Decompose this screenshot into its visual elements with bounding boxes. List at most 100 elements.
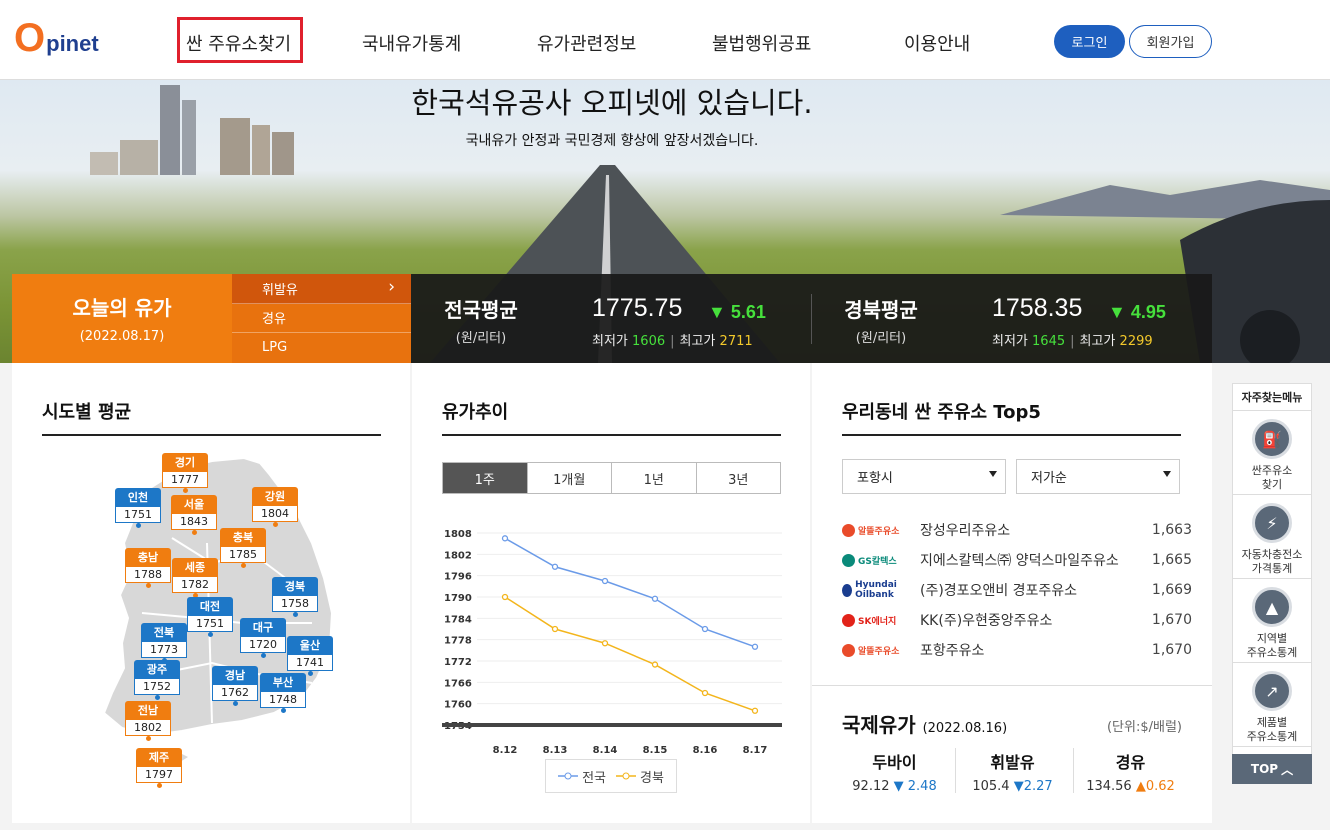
caret-down-icon (1163, 471, 1171, 477)
region-pin[interactable]: 광주 1752 (134, 660, 180, 700)
intl-value: 92.12 (852, 779, 890, 794)
tab-1-month[interactable]: 1개월 (528, 463, 612, 493)
fuel-tab-gasoline[interactable]: 휘발유 › (232, 274, 411, 304)
separator: | (1070, 334, 1075, 349)
chevron-right-icon: › (388, 277, 395, 297)
region-pin[interactable]: 제주 1797 (136, 748, 182, 788)
region-pin[interactable]: 강원 1804 (252, 487, 298, 527)
region-pin[interactable]: 인천 1751 (115, 488, 161, 528)
region-pin[interactable]: 경기 1777 (162, 453, 208, 493)
data-point[interactable] (751, 707, 759, 714)
region-pin[interactable]: 경북 1758 (272, 577, 318, 617)
charger-icon: ⚡ (1252, 503, 1292, 543)
divider (1073, 748, 1074, 793)
sort-select[interactable]: 저가순 (1016, 459, 1180, 494)
data-point[interactable] (651, 661, 659, 668)
scroll-top-button[interactable]: TOP ︿ (1232, 754, 1312, 784)
top5-row[interactable]: 알뜰주유소 장성우리주유소 1,663 (842, 515, 1192, 545)
separator: | (670, 334, 675, 349)
region-pin[interactable]: 충남 1788 (125, 548, 171, 588)
top5-row[interactable]: Hyundai Oilbank (주)경포오앤비 경포주유소 1,669 (842, 575, 1192, 605)
national-avg-label: 전국평균 (원/리터) (421, 294, 541, 346)
x-tick-label: 8.17 (743, 745, 768, 756)
region-value: 1802 (125, 719, 171, 736)
nav-highlight-box (177, 17, 303, 63)
quick-menu-item[interactable]: ▲ 지역별 주유소통계 (1233, 579, 1311, 663)
tab-3-years[interactable]: 3년 (728, 472, 749, 488)
data-point[interactable] (651, 595, 659, 602)
sort-select-value: 저가순 (1031, 471, 1067, 486)
region-pin[interactable]: 세종 1782 (172, 558, 218, 598)
y-tick-label: 1808 (444, 529, 472, 540)
data-point[interactable] (751, 643, 759, 650)
x-tick-label: 8.12 (493, 745, 518, 756)
region-value: 1777 (162, 471, 208, 488)
brand-name: 알뜰주유소 (858, 526, 900, 537)
region-name: 울산 (287, 636, 333, 654)
top5-row[interactable]: GS칼텍스 지에스칼텍스㈜ 양덕스마일주유소 1,665 (842, 545, 1192, 575)
region-value: 1843 (171, 513, 217, 530)
data-point[interactable] (501, 535, 509, 542)
today-title: 오늘의 유가 (72, 296, 172, 320)
top5-row[interactable]: 알뜰주유소 포항주유소 1,670 (842, 635, 1192, 665)
x-tick-label: 8.15 (643, 745, 668, 756)
region-pin[interactable]: 전북 1773 (141, 623, 187, 663)
y-tick-label: 1802 (444, 550, 472, 561)
data-point[interactable] (701, 625, 709, 633)
top5-row[interactable]: SK에너지 KK(주)우현중앙주유소 1,670 (842, 605, 1192, 635)
region-pin[interactable]: 서울 1843 (171, 495, 217, 535)
brand-mark-icon (842, 553, 855, 567)
fuel-tab-lpg[interactable]: LPG (232, 333, 411, 363)
quick-menu-item[interactable]: ⚡ 자동차충전소 가격통계 (1233, 495, 1311, 579)
join-button[interactable]: 회원가입 (1129, 25, 1212, 58)
period-tabs: 1주 1개월 1년 3년 (442, 462, 781, 494)
nav-guide[interactable]: 이용안내 (904, 34, 971, 55)
data-point[interactable] (501, 593, 509, 601)
region-pin[interactable]: 대구 1720 (240, 618, 286, 658)
quick-label-2: 주유소통계 (1246, 730, 1298, 743)
tab-1-year[interactable]: 1년 (612, 463, 697, 493)
login-button[interactable]: 로그인 (1054, 25, 1125, 58)
station-name: 포항주유소 (920, 643, 985, 659)
region-value: 1741 (287, 654, 333, 671)
logo-text: pinet (46, 31, 99, 56)
national-avg-title: 전국평균 (444, 298, 518, 322)
data-point[interactable] (601, 640, 609, 647)
quick-menu-item[interactable]: ↗ 제품별 주유소통계 (1233, 663, 1311, 747)
region-avg-title: 시도별 평균 (42, 402, 132, 423)
data-point[interactable] (601, 577, 609, 585)
data-point[interactable] (551, 625, 559, 633)
intl-delta: ▲0.62 (1135, 779, 1175, 794)
region-pin[interactable]: 충북 1785 (220, 528, 266, 568)
quick-menu-item[interactable]: ⛽ 싼주유소 찾기 (1233, 411, 1311, 495)
series-line (504, 596, 756, 712)
national-avg-unit: (원/리터) (455, 331, 507, 346)
title-underline (842, 434, 1181, 436)
region-value: 1788 (125, 566, 171, 583)
region-value: 1748 (260, 691, 306, 708)
region-pin[interactable]: 전남 1802 (125, 701, 171, 741)
y-tick-label: 1766 (444, 678, 472, 689)
fuel-tab-diesel[interactable]: 경유 (232, 304, 411, 334)
region-pin[interactable]: 대전 1751 (187, 597, 233, 637)
data-point[interactable] (701, 689, 709, 697)
nav-oil-info[interactable]: 유가관련정보 (537, 34, 637, 55)
nav-illegal-disclosure[interactable]: 불법행위공표 (712, 34, 812, 55)
price-trend-panel: 유가추이 1주 1개월 1년 3년 1808 1802 1796 1790 1784 17… (412, 363, 810, 823)
region-pin[interactable]: 부산 1748 (260, 673, 306, 713)
region-name: 대전 (187, 597, 233, 615)
city-select[interactable]: 포항시 (842, 459, 1006, 494)
intl-name: 경유 (1115, 753, 1146, 772)
region-name: 부산 (260, 673, 306, 691)
nav-cheap-station[interactable]: 싼 주유소찾기 (186, 34, 292, 55)
pin-dot (156, 783, 162, 788)
opinet-logo[interactable]: O pinet (14, 18, 99, 58)
tab-1-week[interactable]: 1주 (443, 463, 528, 493)
brand-name: Hyundai Oilbank (855, 580, 897, 600)
region-pin[interactable]: 울산 1741 (287, 636, 333, 676)
quick-label-1: 지역별 (1256, 632, 1288, 645)
region-pin[interactable]: 경남 1762 (212, 666, 258, 706)
nav-domestic-stats[interactable]: 국내유가통계 (362, 34, 462, 55)
y-tick-label: 1760 (444, 700, 472, 711)
data-point[interactable] (551, 563, 559, 570)
